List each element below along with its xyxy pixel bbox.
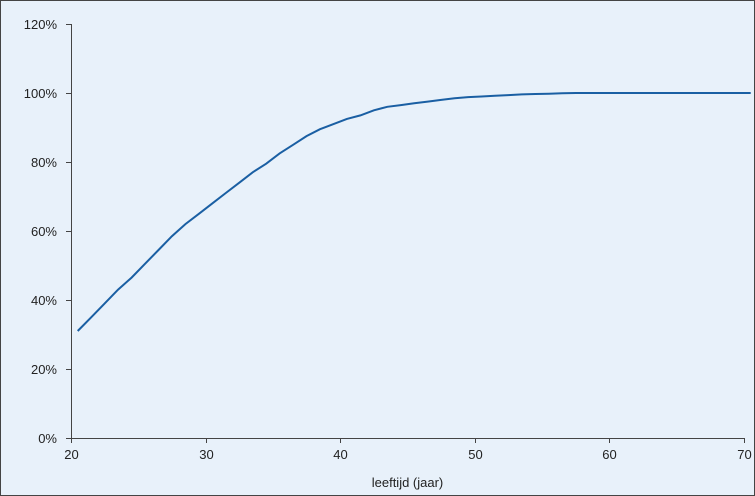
y-tick-label: 80% bbox=[31, 155, 57, 170]
x-axis-label: leeftijd (jaar) bbox=[372, 475, 444, 490]
y-tick-label: 120% bbox=[24, 17, 58, 32]
x-tick-label: 40 bbox=[333, 447, 347, 462]
x-tick-label: 20 bbox=[64, 447, 78, 462]
x-tick-label: 50 bbox=[468, 447, 482, 462]
y-tick-label: 0% bbox=[38, 431, 57, 446]
x-tick-label: 30 bbox=[199, 447, 213, 462]
series-line bbox=[76, 92, 751, 332]
x-tick-label: 70 bbox=[737, 447, 751, 462]
y-tick-label: 100% bbox=[24, 86, 58, 101]
y-tick-label: 60% bbox=[31, 224, 57, 239]
plot-area bbox=[71, 24, 744, 438]
y-tick-label: 40% bbox=[31, 293, 57, 308]
y-tick-label: 20% bbox=[31, 362, 57, 377]
x-tick-label: 60 bbox=[602, 447, 616, 462]
